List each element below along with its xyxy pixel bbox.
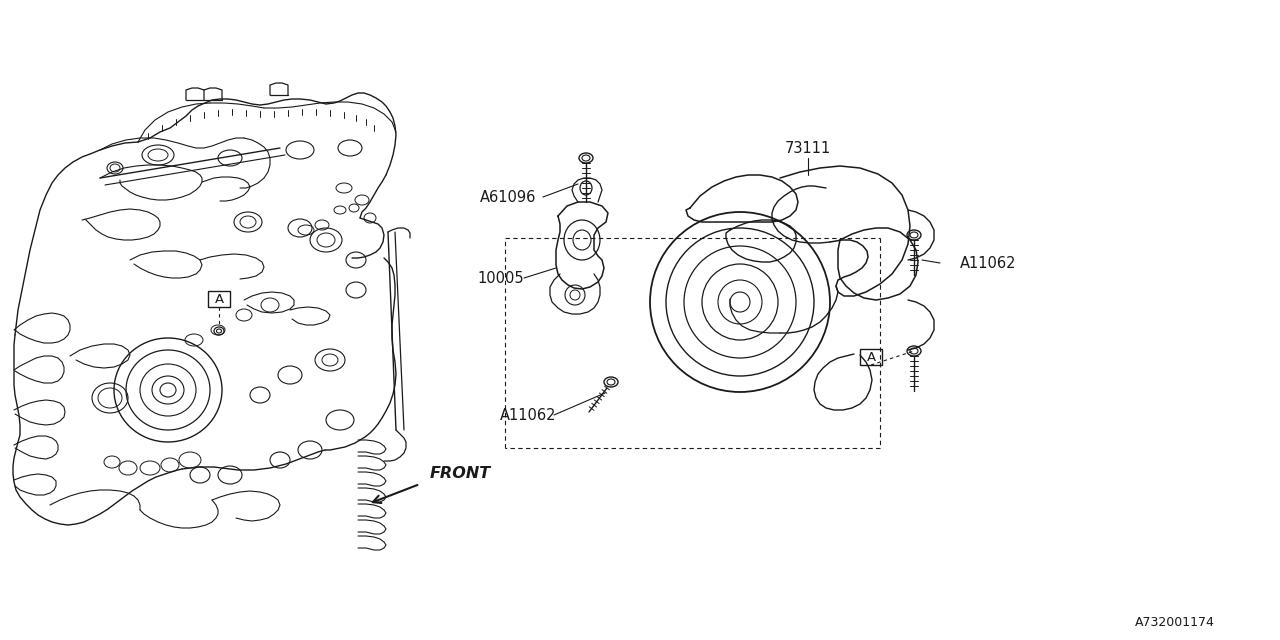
Text: FRONT: FRONT	[430, 465, 492, 481]
Text: A11062: A11062	[960, 255, 1016, 271]
Text: A11062: A11062	[499, 408, 557, 422]
Bar	[209, 291, 230, 307]
Text: A: A	[215, 292, 224, 305]
Text: A: A	[867, 351, 876, 364]
Text: 10005: 10005	[477, 271, 524, 285]
Text: 73111: 73111	[785, 141, 831, 156]
Text: A61096: A61096	[480, 189, 536, 205]
Bar	[860, 349, 882, 365]
Text: A732001174: A732001174	[1135, 616, 1215, 630]
